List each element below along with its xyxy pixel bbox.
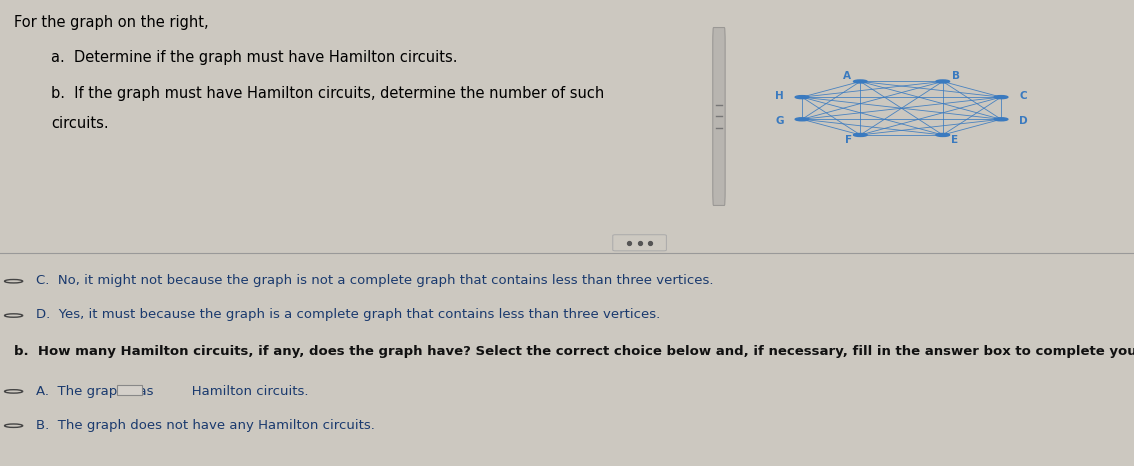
Text: b.  How many Hamilton circuits, if any, does the graph have? Select the correct : b. How many Hamilton circuits, if any, d…	[14, 345, 1134, 358]
Circle shape	[854, 133, 868, 137]
FancyBboxPatch shape	[117, 385, 142, 395]
Circle shape	[936, 80, 949, 83]
Text: H: H	[775, 91, 784, 102]
FancyBboxPatch shape	[713, 27, 725, 206]
Text: a.  Determine if the graph must have Hamilton circuits.: a. Determine if the graph must have Hami…	[51, 50, 457, 65]
Text: B: B	[953, 71, 960, 81]
Text: B.  The graph does not have any Hamilton circuits.: B. The graph does not have any Hamilton …	[36, 419, 375, 432]
Text: E: E	[950, 136, 957, 145]
Text: D: D	[1019, 116, 1029, 126]
FancyBboxPatch shape	[612, 235, 667, 251]
Circle shape	[854, 80, 868, 83]
Text: F: F	[846, 136, 853, 145]
Text: circuits.: circuits.	[51, 116, 109, 131]
Text: G: G	[775, 116, 784, 126]
Text: D.  Yes, it must because the graph is a complete graph that contains less than t: D. Yes, it must because the graph is a c…	[36, 308, 660, 322]
Text: A.  The graph has         Hamilton circuits.: A. The graph has Hamilton circuits.	[36, 384, 308, 397]
Circle shape	[795, 96, 809, 99]
Circle shape	[995, 96, 1008, 99]
Circle shape	[995, 118, 1008, 121]
Text: b.  If the graph must have Hamilton circuits, determine the number of such: b. If the graph must have Hamilton circu…	[51, 86, 604, 101]
Circle shape	[795, 118, 809, 121]
Text: C.  No, it might not because the graph is not a complete graph that contains les: C. No, it might not because the graph is…	[36, 274, 713, 287]
Text: A: A	[843, 71, 850, 81]
Circle shape	[936, 133, 949, 137]
Text: For the graph on the right,: For the graph on the right,	[14, 15, 209, 30]
Text: C: C	[1019, 91, 1027, 102]
